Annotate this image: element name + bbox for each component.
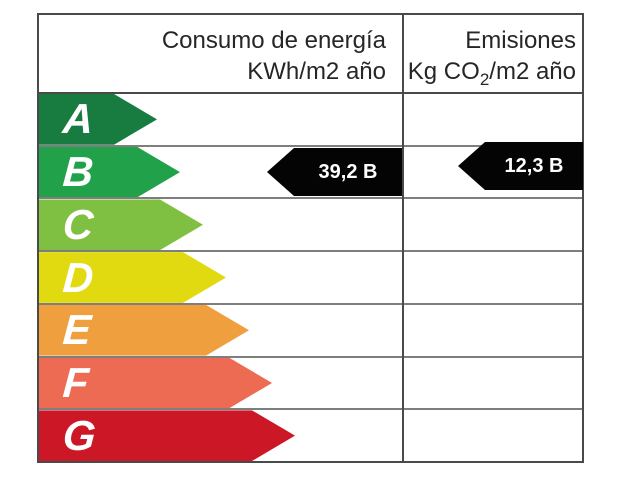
rating-letter-b: B bbox=[61, 148, 96, 196]
rating-row-g: G bbox=[39, 408, 582, 462]
emissions-unit-subscript: 2 bbox=[479, 69, 490, 89]
energy-header-line2: KWh/m2 año bbox=[247, 58, 386, 85]
emissions-header-line1: Emisiones bbox=[465, 27, 576, 54]
rating-table: Consumo de energía KWh/m2 año Emisiones … bbox=[37, 13, 584, 463]
rating-arrow-f: F bbox=[39, 357, 272, 409]
energy-column-header: Consumo de energía KWh/m2 año bbox=[39, 15, 402, 92]
rating-letter-d: D bbox=[61, 253, 96, 301]
rating-arrow-e: E bbox=[39, 304, 249, 356]
rating-row-d: D bbox=[39, 250, 582, 303]
rating-row-c: C bbox=[39, 197, 582, 251]
emissions-column-header: Emisiones Kg CO2/m2 año bbox=[402, 15, 582, 92]
column-divider bbox=[402, 15, 404, 461]
rating-arrow-c: C bbox=[39, 199, 203, 251]
rating-letter-a: A bbox=[61, 95, 96, 143]
emissions-value-label: 12,3 B bbox=[504, 154, 564, 177]
rating-letter-f: F bbox=[61, 358, 91, 406]
rating-letter-c: C bbox=[61, 200, 96, 248]
energy-header-line1: Consumo de energía bbox=[161, 27, 386, 54]
rating-row-b: B bbox=[39, 144, 582, 198]
energy-value-label: 39,2 B bbox=[318, 160, 378, 183]
rating-arrow-a: A bbox=[39, 94, 157, 145]
emissions-unit-prefix: Kg CO bbox=[407, 58, 480, 85]
rating-arrow-b: B bbox=[39, 146, 180, 198]
energy-value-marker: 39,2 B bbox=[267, 148, 402, 196]
rating-arrow-d: D bbox=[39, 252, 226, 303]
rating-arrow-g: G bbox=[39, 410, 295, 462]
rating-row-f: F bbox=[39, 355, 582, 409]
emissions-value-marker: 12,3 B bbox=[458, 142, 583, 190]
emissions-header-line2: Kg CO2/m2 año bbox=[402, 56, 576, 95]
rating-row-a: A bbox=[39, 94, 582, 145]
emissions-unit-suffix: /m2 año bbox=[489, 58, 576, 85]
rating-row-e: E bbox=[39, 302, 582, 356]
rating-letter-e: E bbox=[61, 306, 93, 354]
rating-letter-g: G bbox=[61, 411, 98, 459]
table-header: Consumo de energía KWh/m2 año Emisiones … bbox=[39, 15, 582, 94]
